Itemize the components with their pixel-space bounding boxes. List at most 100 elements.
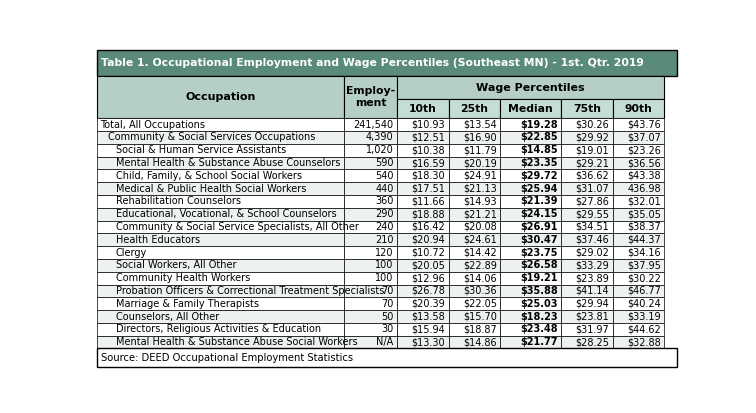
Text: $26.78: $26.78 — [411, 286, 445, 296]
Bar — [344, 336, 397, 349]
Text: $29.21: $29.21 — [575, 158, 609, 168]
Bar — [397, 297, 448, 310]
Bar — [448, 221, 500, 233]
Text: $41.14: $41.14 — [575, 286, 609, 296]
Text: Rehabilitation Counselors: Rehabilitation Counselors — [116, 197, 240, 206]
Bar — [500, 182, 561, 195]
Text: 240: 240 — [375, 222, 394, 232]
Text: $30.47: $30.47 — [520, 235, 558, 245]
Bar — [344, 118, 397, 131]
Text: $37.46: $37.46 — [575, 235, 609, 245]
Text: 436.98: 436.98 — [627, 184, 661, 194]
Bar — [561, 272, 613, 285]
Text: $20.39: $20.39 — [411, 299, 445, 309]
Bar — [448, 157, 500, 169]
Bar — [397, 169, 448, 182]
Bar — [397, 285, 448, 297]
Bar — [500, 144, 561, 157]
Text: $22.89: $22.89 — [463, 260, 497, 271]
Bar — [561, 144, 613, 157]
Text: $44.37: $44.37 — [627, 235, 661, 245]
Text: $24.61: $24.61 — [463, 235, 497, 245]
Text: $14.93: $14.93 — [463, 197, 497, 206]
Bar — [397, 182, 448, 195]
Text: $29.72: $29.72 — [520, 171, 558, 181]
Bar — [98, 349, 677, 367]
Bar — [98, 297, 344, 310]
Text: 25th: 25th — [460, 104, 488, 114]
Bar — [500, 323, 561, 336]
Text: $11.66: $11.66 — [411, 197, 445, 206]
Bar — [344, 272, 397, 285]
Text: $19.28: $19.28 — [520, 120, 558, 130]
Text: Mental Health & Substance Abuse Social Workers: Mental Health & Substance Abuse Social W… — [116, 337, 358, 347]
Bar — [98, 336, 344, 349]
Text: 540: 540 — [375, 171, 394, 181]
Text: $20.05: $20.05 — [411, 260, 445, 271]
Bar — [561, 182, 613, 195]
Bar — [613, 297, 665, 310]
Bar — [344, 259, 397, 272]
Bar — [397, 323, 448, 336]
Text: $20.08: $20.08 — [463, 222, 497, 232]
Bar — [98, 169, 344, 182]
Bar — [561, 323, 613, 336]
Text: $31.07: $31.07 — [575, 184, 609, 194]
Text: $24.91: $24.91 — [463, 171, 497, 181]
Text: $18.30: $18.30 — [411, 171, 445, 181]
Bar — [448, 169, 500, 182]
Bar — [344, 221, 397, 233]
Bar — [448, 285, 500, 297]
Bar — [98, 208, 344, 221]
Text: $31.97: $31.97 — [575, 324, 609, 334]
Bar — [98, 157, 344, 169]
Text: $25.03: $25.03 — [520, 299, 558, 309]
Text: 290: 290 — [375, 209, 394, 219]
Text: $29.94: $29.94 — [575, 299, 609, 309]
Text: $22.05: $22.05 — [463, 299, 497, 309]
Text: $12.51: $12.51 — [411, 133, 445, 142]
Bar — [397, 76, 665, 99]
Bar — [500, 195, 561, 208]
Bar — [561, 285, 613, 297]
Bar — [344, 182, 397, 195]
Text: Child, Family, & School Social Workers: Child, Family, & School Social Workers — [116, 171, 302, 181]
Bar — [500, 221, 561, 233]
Bar — [397, 118, 448, 131]
Bar — [448, 336, 500, 349]
Bar — [613, 182, 665, 195]
Bar — [344, 157, 397, 169]
Bar — [397, 272, 448, 285]
Bar — [500, 272, 561, 285]
Text: 50: 50 — [381, 311, 394, 321]
Text: $14.42: $14.42 — [463, 247, 497, 258]
Text: $40.24: $40.24 — [627, 299, 661, 309]
Text: $16.90: $16.90 — [463, 133, 497, 142]
Text: $13.54: $13.54 — [463, 120, 497, 130]
Text: 75th: 75th — [573, 104, 601, 114]
Text: $33.19: $33.19 — [627, 311, 661, 321]
Text: $44.62: $44.62 — [627, 324, 661, 334]
Bar — [613, 336, 665, 349]
Text: $19.21: $19.21 — [520, 273, 558, 283]
Bar — [448, 118, 500, 131]
Text: $19.01: $19.01 — [575, 145, 609, 155]
Bar — [344, 131, 397, 144]
Text: $23.75: $23.75 — [520, 247, 558, 258]
Text: $15.70: $15.70 — [463, 311, 497, 321]
Bar — [561, 208, 613, 221]
Bar — [613, 118, 665, 131]
Bar — [344, 246, 397, 259]
Bar — [448, 310, 500, 323]
Bar — [561, 310, 613, 323]
Text: Total, All Occupations: Total, All Occupations — [101, 120, 206, 130]
Text: $36.56: $36.56 — [627, 158, 661, 168]
Text: $12.96: $12.96 — [411, 273, 445, 283]
Text: 4,390: 4,390 — [366, 133, 394, 142]
Text: N/A: N/A — [376, 337, 394, 347]
Text: $23.81: $23.81 — [575, 311, 609, 321]
Bar — [561, 169, 613, 182]
Text: 30: 30 — [381, 324, 394, 334]
Text: $20.19: $20.19 — [463, 158, 497, 168]
Bar — [613, 246, 665, 259]
